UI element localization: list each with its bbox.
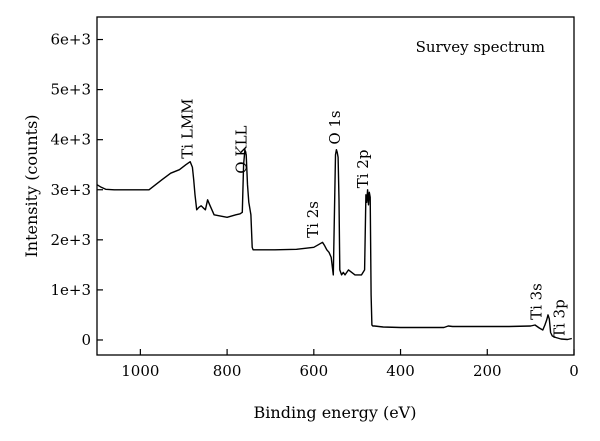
x-axis-title: Binding energy (eV) <box>254 403 417 422</box>
peak-label: Ti 2p <box>354 150 372 189</box>
spectrum-line <box>96 149 572 341</box>
y-axis: 0 1e+3 2e+3 3e+3 4e+3 5e+3 6e+3 <box>50 31 103 349</box>
y-tick-label: 5e+3 <box>50 81 91 99</box>
peak-label: O 1s <box>326 110 344 144</box>
y-tick-label: 3e+3 <box>50 181 91 199</box>
peak-label: Ti LMM <box>178 98 196 158</box>
peak-label: Ti 3s <box>528 283 546 320</box>
y-tick-label: 1e+3 <box>50 281 91 299</box>
y-tick-label: 0 <box>81 331 91 349</box>
x-tick-label: 0 <box>569 362 579 380</box>
x-tick-label: 400 <box>386 362 415 380</box>
x-tick-label: 200 <box>473 362 502 380</box>
x-axis: 1000 800 600 400 200 0 <box>121 349 579 380</box>
x-tick-label: 1000 <box>121 362 159 380</box>
plot-frame <box>96 16 575 356</box>
peak-label: Ti 2s <box>304 201 322 238</box>
x-tick-label: 800 <box>213 362 242 380</box>
peak-label: O KLL <box>233 125 251 173</box>
peak-label: Ti 3p <box>550 299 568 338</box>
y-tick-label: 6e+3 <box>50 31 91 49</box>
x-tick-label: 600 <box>299 362 328 380</box>
peak-annotations: Ti LMM O KLL Ti 2s O 1s Ti 2p Ti 3s Ti 3p <box>178 98 568 338</box>
inset-label: Survey spectrum <box>416 38 545 56</box>
y-tick-label: 2e+3 <box>50 231 91 249</box>
y-axis-title: Intensity (counts) <box>22 114 41 257</box>
y-tick-label: 4e+3 <box>50 131 91 149</box>
